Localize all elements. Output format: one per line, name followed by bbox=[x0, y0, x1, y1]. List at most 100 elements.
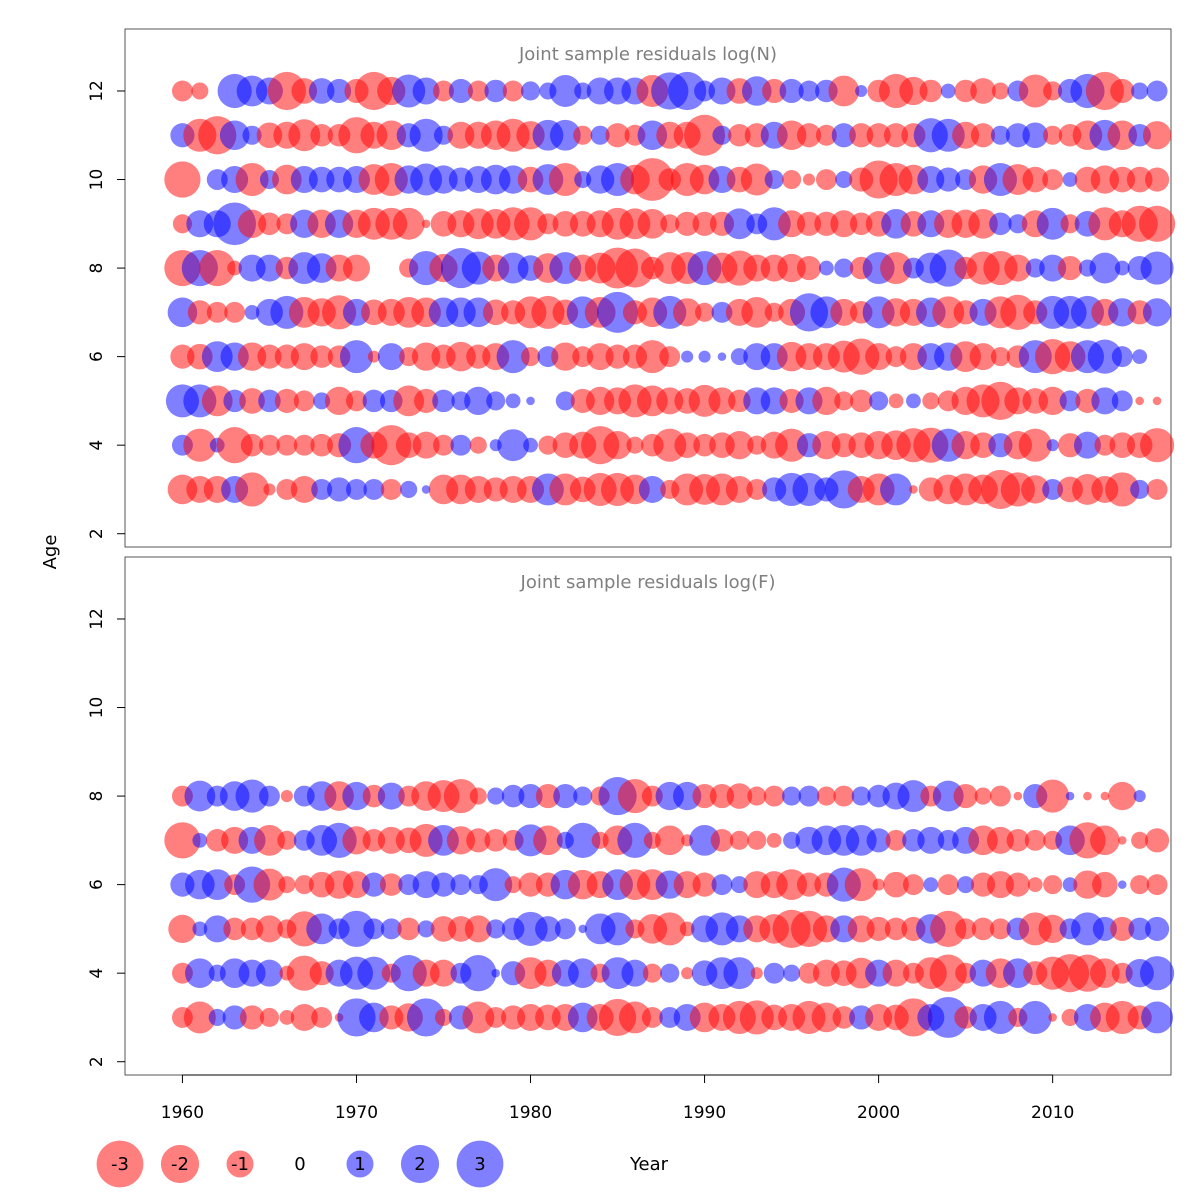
residual-bubble bbox=[917, 166, 945, 194]
residual-bubble bbox=[412, 77, 440, 105]
residual-bubble bbox=[1105, 472, 1140, 507]
residual-bubble bbox=[1131, 831, 1149, 849]
residual-bubble bbox=[674, 432, 700, 458]
residual-bubble bbox=[469, 436, 487, 454]
y-tick-label: 6 bbox=[87, 351, 107, 362]
residual-bubble bbox=[597, 291, 639, 333]
residual-bubble bbox=[263, 483, 276, 496]
residual-bubble bbox=[1018, 428, 1052, 462]
residual-bubble bbox=[1008, 214, 1028, 234]
residual-bubble bbox=[359, 1002, 389, 1033]
residual-bubble bbox=[311, 1006, 333, 1028]
residual-bubble bbox=[1038, 914, 1067, 944]
residual-bubble bbox=[717, 352, 727, 361]
residual-bubble bbox=[1000, 294, 1036, 330]
residual-bubble bbox=[327, 477, 352, 502]
residual-bubble bbox=[601, 912, 635, 946]
y-tick-label: 10 bbox=[87, 169, 107, 191]
residual-bubble bbox=[989, 918, 1011, 940]
residual-bubble bbox=[728, 123, 751, 147]
residual-bubble bbox=[764, 169, 784, 190]
residual-bubble bbox=[1043, 125, 1063, 145]
residual-bubble bbox=[486, 919, 506, 939]
residual-bubble bbox=[393, 385, 425, 417]
residual-bubble bbox=[968, 209, 998, 239]
residual-bubble bbox=[338, 910, 375, 948]
residual-bubble bbox=[239, 388, 265, 414]
residual-bubble bbox=[496, 340, 530, 374]
residual-bubble bbox=[487, 787, 505, 805]
residual-bubble bbox=[237, 342, 267, 371]
residual-bubble bbox=[1025, 258, 1045, 278]
residual-bubble bbox=[970, 432, 996, 458]
y-tick-label: 2 bbox=[87, 528, 107, 539]
residual-bubble bbox=[605, 344, 630, 369]
residual-bubble bbox=[1090, 825, 1120, 856]
residual-bubble bbox=[726, 783, 753, 809]
residual-bubble bbox=[637, 209, 668, 239]
residual-bubble bbox=[520, 81, 541, 101]
residual-bubble bbox=[421, 485, 431, 494]
panel-title: Joint sample residuals log(N) bbox=[518, 44, 777, 65]
residual-bubble bbox=[1013, 791, 1023, 801]
legend-bubble bbox=[96, 1140, 144, 1188]
residual-bubble bbox=[844, 868, 878, 902]
residual-bubble bbox=[234, 472, 270, 507]
residual-bubble bbox=[277, 830, 297, 850]
legend-label: 3 bbox=[474, 1154, 485, 1175]
residual-bubble bbox=[310, 123, 333, 147]
residual-bubble bbox=[882, 959, 910, 987]
residual-bubble bbox=[1146, 478, 1168, 500]
residual-bubble bbox=[429, 165, 458, 194]
residual-bubble bbox=[778, 210, 806, 238]
residual-bubble bbox=[741, 76, 772, 106]
residual-bubble bbox=[535, 916, 561, 942]
residual-bubble bbox=[1036, 779, 1070, 813]
y-tick-label: 8 bbox=[87, 263, 107, 274]
residual-bubble bbox=[324, 386, 354, 416]
residual-bubble bbox=[828, 75, 860, 107]
residual-bubble bbox=[777, 253, 806, 283]
residual-bubble bbox=[834, 258, 854, 278]
residual-bubble bbox=[286, 955, 322, 991]
residual-bubble bbox=[940, 83, 956, 99]
residual-bubble bbox=[730, 348, 748, 366]
residual-bubble bbox=[466, 828, 491, 853]
residual-bubble bbox=[953, 784, 978, 809]
residual-bubble bbox=[672, 298, 702, 327]
residual-bubble bbox=[1036, 207, 1069, 240]
residual-bubble bbox=[989, 212, 1012, 236]
residual-bubble bbox=[446, 826, 476, 855]
residual-bubble bbox=[693, 433, 716, 457]
residual-bubble bbox=[363, 478, 385, 500]
residual-bubble bbox=[255, 254, 283, 282]
residual-bubble bbox=[548, 162, 582, 197]
residual-bubble bbox=[255, 915, 283, 943]
residual-bubble bbox=[711, 874, 733, 896]
residual-bubble bbox=[253, 868, 286, 901]
residual-bubble bbox=[783, 964, 801, 982]
residual-bubble bbox=[1057, 256, 1083, 281]
residual-bubble bbox=[679, 921, 695, 937]
residual-bubble bbox=[1070, 912, 1104, 946]
residual-bubble bbox=[1140, 251, 1174, 285]
residual-bubble bbox=[1022, 122, 1049, 149]
residual-bubble bbox=[615, 248, 655, 288]
residual-bubble bbox=[1108, 781, 1137, 811]
residual-bubble bbox=[223, 917, 246, 941]
residual-bubble bbox=[224, 301, 246, 323]
bubbles bbox=[164, 71, 1176, 510]
residual-bubble bbox=[626, 436, 644, 454]
residual-bubble bbox=[346, 390, 367, 412]
residual-bubble bbox=[485, 1006, 507, 1028]
residual-bubble bbox=[290, 343, 318, 371]
residual-bubble bbox=[763, 962, 785, 984]
residual-bubble bbox=[1139, 956, 1175, 991]
residual-bubble bbox=[764, 302, 784, 322]
residual-bubble bbox=[974, 787, 992, 805]
residual-bubble bbox=[1085, 71, 1124, 111]
residual-bubble bbox=[1027, 877, 1043, 893]
residual-bubble bbox=[306, 913, 338, 945]
residual-bubble bbox=[276, 434, 298, 456]
residual-bubble bbox=[482, 299, 509, 326]
